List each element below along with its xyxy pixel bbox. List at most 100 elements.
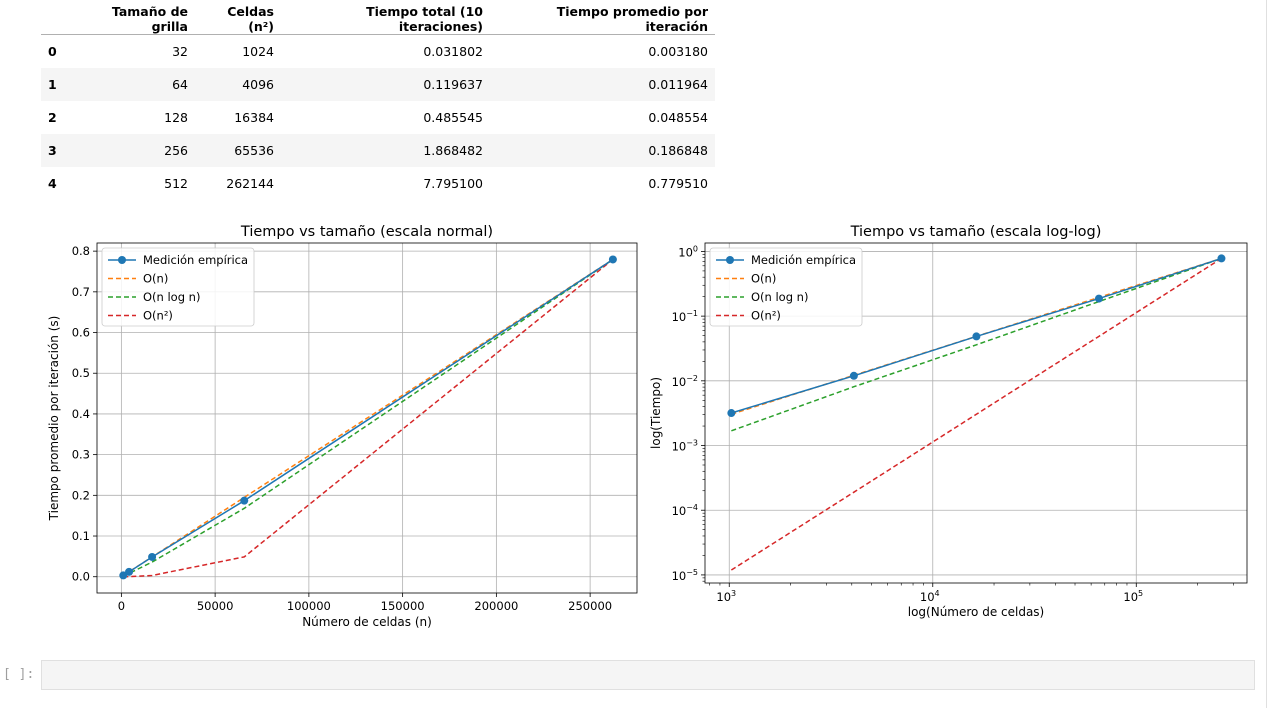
- chart1-axes-frame: [704, 242, 1248, 584]
- chart1-ytick-label: 10−2: [672, 374, 698, 389]
- notebook-scrollbar-track: [1266, 0, 1267, 708]
- cell-prompt: [ ]:: [3, 667, 35, 682]
- column-header: Tamaño de grilla: [69, 4, 195, 35]
- chart1-data-point: [1217, 254, 1226, 263]
- row-index: 0: [48, 44, 57, 59]
- cell-grid: 32: [172, 44, 188, 59]
- table-header-row: Tamaño de grilla Celdas (n²) Tiempo tota…: [41, 4, 715, 35]
- chart0-legend-marker: [118, 256, 126, 264]
- cell-avg: 0.011964: [648, 77, 708, 92]
- cell-cells: 262144: [226, 176, 274, 191]
- chart1-data-point: [972, 332, 981, 341]
- chart1-xtick-label: 104: [920, 589, 940, 604]
- chart1-legend-marker: [726, 256, 734, 264]
- chart1-ytick-label: 10−4: [672, 503, 698, 518]
- column-header: Tiempo total (10 iteraciones): [281, 4, 490, 35]
- chart0-data-point: [608, 255, 617, 264]
- row-index: 1: [48, 77, 57, 92]
- chart0-data-point: [240, 496, 249, 505]
- chart0-legend-label: Medición empírica: [143, 253, 248, 267]
- cell-cells: 4096: [242, 77, 274, 92]
- chart0-ytick-label: 0.8: [72, 244, 90, 258]
- chart0-series-line-3: [123, 258, 614, 578]
- chart0-ytick-label: 0.0: [72, 570, 90, 584]
- cell-grid: 256: [164, 143, 188, 158]
- chart1-xlabel: log(Número de celdas): [908, 605, 1045, 619]
- chart1-ytick-label: 10−5: [672, 568, 698, 583]
- chart0-title: Tiempo vs tamaño (escala normal): [240, 224, 493, 240]
- chart0-xtick-label: 50000: [197, 599, 234, 613]
- chart0-data-point: [119, 571, 128, 580]
- chart0-legend-label: O(n log n): [143, 290, 200, 304]
- cell-total: 0.119637: [423, 77, 483, 92]
- cell-total: 0.031802: [423, 44, 483, 59]
- table-row: 0 32 1024 0.031802 0.003180: [41, 35, 715, 69]
- chart0-data-point: [148, 552, 157, 561]
- cell-total: 0.485545: [423, 110, 483, 125]
- column-header: Tiempo promedio por iteración: [490, 4, 715, 35]
- chart0-xtick-label: 250000: [568, 599, 612, 613]
- row-index: 2: [48, 110, 57, 125]
- chart1-xtick-label: 103: [716, 589, 736, 604]
- cell-grid: 128: [164, 110, 188, 125]
- chart0-ylabel: Tiempo promedio por iteración (s): [47, 316, 61, 522]
- cell-avg: 0.048554: [648, 110, 708, 125]
- chart1-data-point: [849, 371, 858, 380]
- cell-cells: 1024: [242, 44, 274, 59]
- chart1-legend-box: [709, 247, 863, 327]
- chart0-ytick-label: 0.6: [72, 326, 90, 340]
- chart1-data-point: [1094, 294, 1103, 303]
- row-index: 4: [48, 176, 57, 191]
- cell-cells: 16384: [234, 110, 274, 125]
- row-index: 3: [48, 143, 57, 158]
- cell-avg: 0.003180: [648, 44, 708, 59]
- cell-avg: 0.779510: [648, 176, 708, 191]
- chart0-data-point: [125, 567, 134, 576]
- chart0-legend-label: O(n): [143, 272, 168, 286]
- chart0-xtick-label: 0: [118, 599, 125, 613]
- log-log-chart: Tiempo vs tamaño (escala log-log) 103 104 1…: [650, 224, 1248, 619]
- chart0-legend-label: O(n²): [143, 309, 173, 323]
- chart0-legend: Medición empírica O(n) O(n log n) O(n²): [101, 247, 255, 327]
- chart1-data-point: [727, 409, 736, 418]
- cell-total: 1.868482: [423, 143, 483, 158]
- chart1-legend-label: O(n): [751, 272, 776, 286]
- chart0-xtick-label: 200000: [474, 599, 518, 613]
- chart0-axes-frame: [96, 242, 638, 594]
- chart1-legend-label: O(n²): [751, 309, 781, 323]
- column-header: Celdas (n²): [195, 4, 281, 35]
- chart1-legend-label: Medición empírica: [751, 253, 856, 267]
- cell-grid: 64: [172, 77, 188, 92]
- chart1-series-line-2: [731, 257, 1222, 432]
- chart0-xtick-label: 150000: [381, 599, 425, 613]
- chart0-ytick-label: 0.2: [72, 488, 90, 502]
- cell-grid: 512: [164, 176, 188, 191]
- chart1-ytick-label: 10−1: [672, 309, 698, 324]
- index-header: [41, 4, 69, 35]
- chart0-ytick-label: 0.1: [72, 529, 90, 543]
- chart1-xtick-label: 105: [1123, 589, 1143, 604]
- table-row: 3 256 65536 1.868482 0.186848: [41, 134, 715, 167]
- chart1-legend-label: O(n log n): [751, 290, 808, 304]
- chart1-ytick-label: 100: [678, 244, 698, 259]
- results-table: Tamaño de grilla Celdas (n²) Tiempo tota…: [41, 4, 715, 200]
- table-row: 2 128 16384 0.485545 0.048554: [41, 101, 715, 134]
- chart1-legend: Medición empírica O(n) O(n log n) O(n²): [709, 247, 863, 327]
- table-row: 1 64 4096 0.119637 0.011964: [41, 68, 715, 101]
- chart1-ylabel: log(Tiempo): [650, 377, 663, 449]
- cell-cells: 65536: [234, 143, 274, 158]
- chart0-ytick-label: 0.5: [72, 366, 90, 380]
- code-cell-input[interactable]: [41, 660, 1255, 690]
- chart0-legend-box: [101, 247, 255, 327]
- linear-scale-chart: Tiempo vs tamaño (escala normal) 0 50000 10…: [47, 224, 638, 629]
- chart0-ytick-label: 0.4: [72, 407, 90, 421]
- chart1-ytick-label: 10−3: [672, 439, 698, 454]
- cell-avg: 0.186848: [648, 143, 708, 158]
- chart0-xlabel: Número de celdas (n): [302, 615, 432, 629]
- cell-total: 7.795100: [423, 176, 483, 191]
- chart0-ytick-label: 0.7: [72, 285, 90, 299]
- chart0-xtick-label: 100000: [287, 599, 331, 613]
- chart1-series-line-3: [730, 257, 1222, 571]
- table-row: 4 512 262144 7.795100 0.779510: [41, 167, 715, 200]
- chart1-title: Tiempo vs tamaño (escala log-log): [850, 224, 1102, 240]
